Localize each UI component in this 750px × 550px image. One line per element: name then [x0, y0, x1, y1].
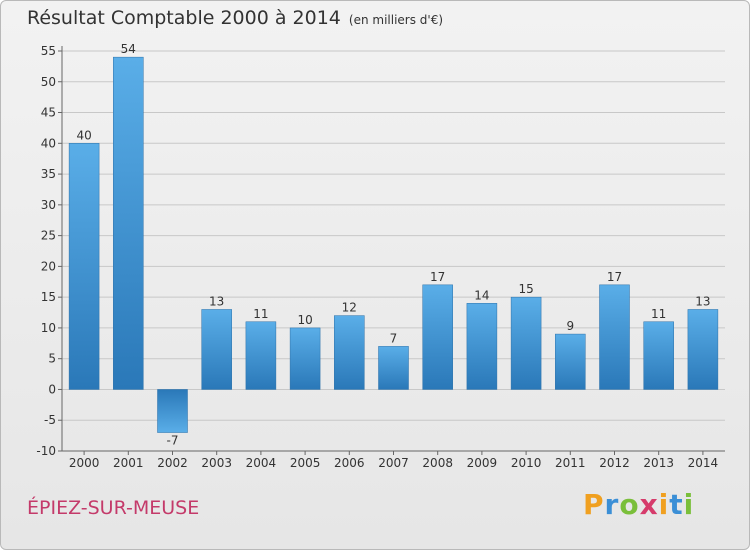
- x-tick-label: 2001: [113, 456, 144, 470]
- bar: [245, 321, 277, 390]
- data-label: 54: [121, 42, 136, 56]
- bar: [201, 309, 232, 390]
- bar: [68, 143, 100, 390]
- y-tick-label: 45: [41, 106, 56, 120]
- x-tick-label: 2007: [378, 456, 409, 470]
- logo-letter: x: [639, 488, 659, 521]
- commune-name: ÉPIEZ-SUR-MEUSE: [27, 497, 200, 519]
- bar: [555, 333, 586, 390]
- x-tick-label: 2013: [643, 456, 674, 470]
- x-tick-label: 2011: [555, 456, 586, 470]
- data-label: -7: [167, 434, 179, 448]
- chart-subtitle: (en milliers d'€): [348, 13, 444, 27]
- y-tick-label: 30: [41, 198, 56, 212]
- logo-letter: t: [669, 488, 684, 521]
- data-label: 11: [253, 307, 268, 321]
- bar: [687, 309, 719, 390]
- y-tick-label: -10: [36, 444, 56, 458]
- x-tick-label: 2014: [688, 456, 719, 470]
- bar: [378, 346, 409, 390]
- x-tick-label: 2000: [69, 456, 100, 470]
- bar: [466, 303, 498, 390]
- x-tick-label: 2009: [467, 456, 498, 470]
- data-label: 10: [297, 313, 312, 327]
- y-tick-label: 15: [41, 290, 56, 304]
- data-label: 11: [651, 307, 666, 321]
- x-tick-label: 2012: [599, 456, 630, 470]
- y-tick-label: 50: [41, 75, 56, 89]
- chart-title-text: Résultat Comptable 2000 à 2014: [27, 7, 341, 29]
- y-tick-label: 0: [48, 382, 56, 396]
- data-label: 17: [607, 270, 622, 284]
- bar: [157, 389, 188, 433]
- bar: [113, 56, 144, 390]
- x-tick-label: 2010: [511, 456, 542, 470]
- bar: [289, 327, 321, 390]
- chart-title: Résultat Comptable 2000 à 2014 (en millie…: [27, 7, 443, 29]
- x-tick-label: 2003: [201, 456, 232, 470]
- bar: [422, 284, 453, 390]
- bar: [599, 284, 630, 390]
- data-label: 40: [76, 128, 91, 142]
- y-tick-label: 35: [41, 167, 56, 181]
- y-tick-label: 5: [48, 352, 56, 366]
- y-tick-label: -5: [44, 413, 56, 427]
- logo-letter: i: [683, 488, 695, 521]
- data-label: 12: [342, 301, 357, 315]
- data-label: 14: [474, 288, 489, 302]
- data-label: 13: [209, 294, 224, 308]
- x-tick-label: 2005: [290, 456, 321, 470]
- y-tick-label: 10: [41, 321, 56, 335]
- data-label: 13: [695, 294, 710, 308]
- data-label: 7: [390, 331, 398, 345]
- logo-letter: o: [619, 488, 640, 521]
- y-tick-label: 20: [41, 259, 56, 273]
- x-tick-label: 2004: [246, 456, 277, 470]
- proxiti-logo[interactable]: Proxiti: [583, 488, 694, 521]
- data-label: 17: [430, 270, 445, 284]
- logo-letter: i: [658, 488, 670, 521]
- y-tick-label: 55: [41, 44, 56, 58]
- bar: [510, 296, 542, 390]
- x-tick-label: 2006: [334, 456, 365, 470]
- bar: [643, 321, 674, 390]
- x-tick-label: 2002: [157, 456, 188, 470]
- x-tick-label: 2008: [422, 456, 453, 470]
- data-label: 15: [518, 282, 533, 296]
- logo-letter: P: [583, 488, 605, 521]
- bar: [334, 315, 365, 390]
- logo-letter: r: [604, 488, 620, 521]
- y-tick-label: 40: [41, 136, 56, 150]
- y-tick-label: 25: [41, 229, 56, 243]
- data-label: 9: [566, 319, 574, 333]
